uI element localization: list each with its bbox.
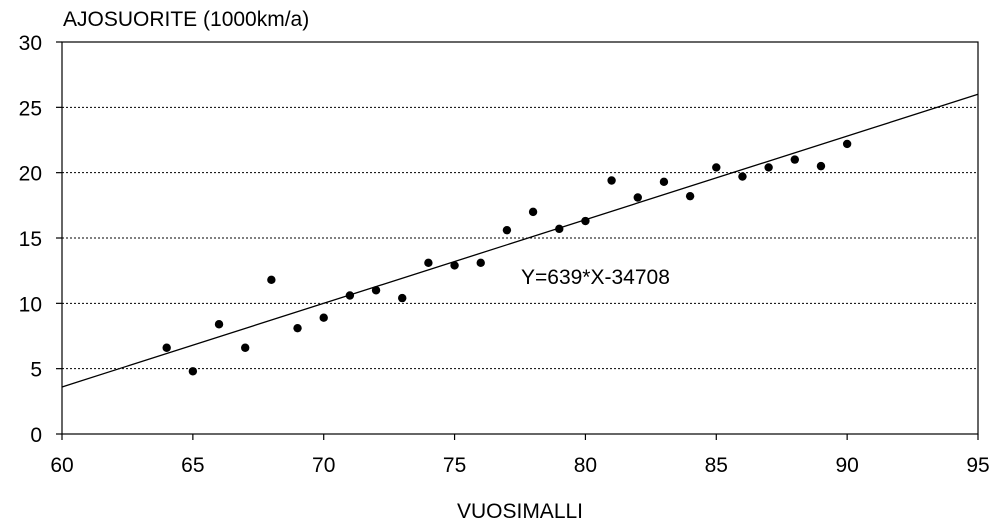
x-tick-label: 85 [705, 454, 728, 477]
data-point [659, 177, 669, 187]
data-point [764, 163, 773, 172]
trendline [61, 93, 979, 388]
data-point [162, 343, 171, 352]
y-axis-title: AJOSUORITE (1000km/a) [63, 8, 309, 31]
data-point [738, 172, 747, 181]
data-point [267, 275, 276, 285]
y-tick-label: 25 [19, 97, 42, 120]
y-tick-label: 0 [30, 424, 42, 447]
y-axis-ticks: 0 5 10 15 20 25 30 [19, 32, 62, 447]
y-tick-label: 15 [19, 228, 42, 251]
data-point [790, 155, 799, 164]
y-tick-label: 20 [19, 163, 42, 186]
data-point [424, 258, 433, 268]
data-point [293, 323, 302, 333]
data-point [241, 343, 250, 352]
data-point [371, 286, 381, 295]
x-axis-title: VUOSIMALLI [457, 500, 583, 523]
x-tick-label: 80 [574, 454, 597, 477]
y-tick-label: 5 [30, 359, 42, 382]
y-tick-label: 30 [19, 32, 42, 55]
data-point [398, 293, 407, 303]
trendline-equation: Y=639*X-34708 [521, 266, 670, 289]
x-tick-label: 95 [966, 454, 989, 477]
x-tick-label: 90 [835, 454, 858, 477]
grid-lines [62, 106, 978, 370]
x-tick-label: 60 [50, 454, 73, 477]
data-point [319, 313, 328, 322]
y-tick-label: 10 [19, 293, 42, 316]
data-point [816, 161, 826, 171]
data-points [162, 139, 852, 376]
x-tick-label: 75 [443, 454, 466, 477]
data-point [188, 367, 198, 376]
x-tick-label: 65 [181, 454, 204, 477]
data-point [214, 320, 224, 329]
data-point [450, 261, 459, 270]
data-point [607, 176, 616, 185]
data-point [528, 207, 538, 217]
data-point [502, 225, 512, 235]
x-axis-ticks: 60 65 70 75 80 85 90 95 [50, 434, 990, 477]
data-point [685, 191, 695, 201]
x-tick-label: 70 [312, 454, 335, 477]
data-point [345, 291, 355, 300]
data-point [712, 163, 721, 172]
data-point [633, 193, 642, 202]
data-point [555, 224, 564, 234]
data-point [842, 139, 852, 149]
data-point [581, 216, 590, 226]
data-point [476, 258, 485, 268]
